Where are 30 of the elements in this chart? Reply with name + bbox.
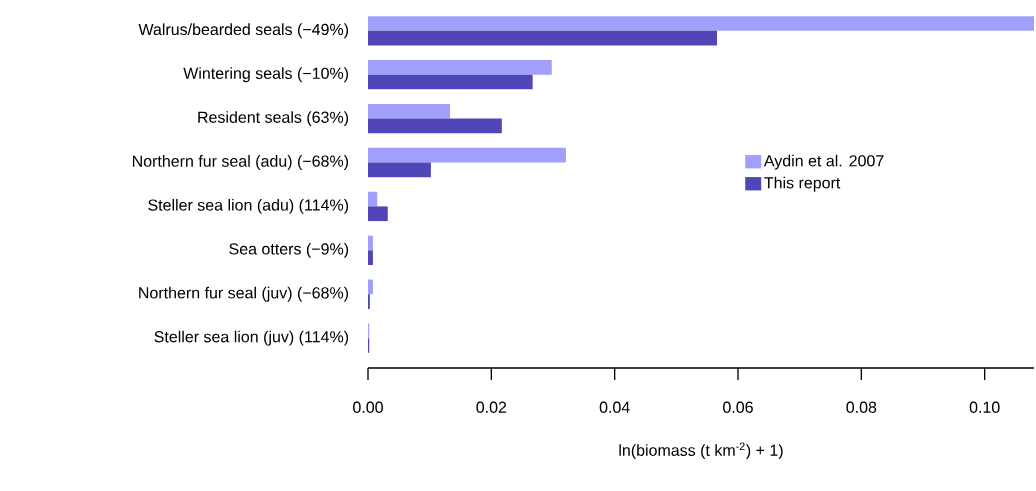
y-tick-label: Steller sea lion (juv) (114%) <box>154 330 349 346</box>
y-tick-label: Walrus/bearded seals (−49%) <box>138 23 349 39</box>
bar <box>368 118 502 134</box>
bar <box>368 16 1034 31</box>
y-tick-label: Wintering seals (−10%) <box>183 67 349 83</box>
bar <box>368 250 373 265</box>
bar <box>368 147 566 163</box>
bar <box>368 191 378 207</box>
bar <box>368 60 552 75</box>
y-tick-label: Northern fur seal (adu) (−68%) <box>132 155 349 170</box>
bar <box>368 235 373 251</box>
bar <box>368 279 373 295</box>
legend-label: Aydin et al. 2007 <box>763 154 884 170</box>
bar <box>368 103 451 119</box>
bar <box>368 206 388 222</box>
x-axis-title: ln(biomass (t km$^{-2}$) + 1) <box>619 442 783 460</box>
bar <box>368 30 718 46</box>
x-tick-label: 0.02 <box>476 401 507 413</box>
x-tick-label: 0.10 <box>969 401 1000 413</box>
x-tick-label: 0.00 <box>353 401 383 413</box>
x-tick-label: 0.08 <box>846 401 877 413</box>
y-tick-label: Northern fur seal (juv) (−68%) <box>139 286 349 302</box>
legend-label: This report <box>764 176 841 192</box>
bar <box>368 162 431 178</box>
x-tick-label: 0.06 <box>723 401 753 413</box>
y-tick-label: Resident seals (63%) <box>198 111 349 127</box>
bar <box>368 74 533 90</box>
y-tick-label: Steller sea lion (adu) (114%) <box>148 198 349 214</box>
x-tick-label: 0.04 <box>599 401 630 413</box>
y-tick-label: Sea otters (−9%) <box>229 242 349 258</box>
